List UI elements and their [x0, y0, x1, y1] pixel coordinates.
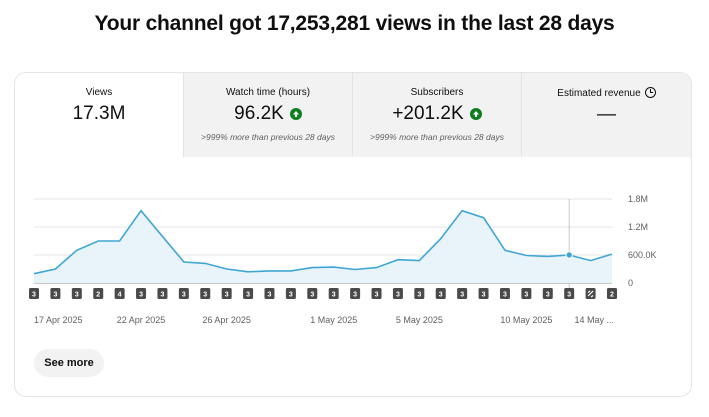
event-marker — [200, 288, 211, 299]
event-marker-count: 3 — [53, 291, 57, 298]
event-marker-count: 3 — [524, 291, 528, 298]
y-tick-label: 0 — [628, 278, 633, 288]
event-marker-count: 3 — [353, 291, 357, 298]
views-chart: 0 600.0K 1.2M 1.8M 3 3 3 2 4 3 3 3 3 3 3 3 3 3 3 3 3 3 3 3 3 3 3 3 3… — [29, 194, 657, 325]
tab-subscribers[interactable]: Subscribers +201.2K >999% more than prev… — [353, 73, 522, 157]
event-marker — [93, 288, 104, 299]
event-marker-count: 3 — [439, 291, 443, 298]
x-tick-label: 22 Apr 2025 — [117, 315, 166, 325]
event-marker-count: 3 — [160, 291, 164, 298]
metric-tabs: Views 17.3M Watch time (hours) 96.2K >99… — [15, 73, 691, 157]
event-marker-count: 3 — [567, 291, 571, 298]
area-fill — [34, 210, 612, 283]
x-tick-label: 1 May 2025 — [310, 315, 357, 325]
event-marker — [414, 288, 425, 299]
event-marker — [71, 288, 82, 299]
event-marker — [457, 288, 468, 299]
event-marker-count: 3 — [460, 291, 464, 298]
event-marker-count: 3 — [75, 291, 79, 298]
event-marker — [564, 288, 575, 299]
page-title: Your channel got 17,253,281 views in the… — [94, 12, 615, 35]
event-marker — [114, 288, 125, 299]
event-marker-count: 3 — [310, 291, 314, 298]
event-marker-count: 4 — [118, 291, 122, 298]
tab-value: +201.2K — [392, 103, 464, 124]
event-marker — [307, 288, 318, 299]
sync-icon — [587, 290, 594, 298]
event-marker — [178, 288, 189, 299]
event-marker — [328, 288, 339, 299]
arrow-up-icon — [469, 108, 482, 120]
tab-watch-time[interactable]: Watch time (hours) 96.2K >999% more than… — [184, 73, 353, 157]
event-marker-count: 3 — [246, 291, 250, 298]
event-marker-count: 3 — [375, 291, 379, 298]
tab-label: Views — [85, 87, 113, 98]
event-marker-count: 3 — [546, 291, 550, 298]
event-marker — [607, 288, 617, 299]
data-point — [565, 251, 573, 259]
event-marker-count: 3 — [289, 291, 293, 298]
event-marker — [243, 288, 254, 299]
event-marker-count: 3 — [482, 291, 486, 298]
analytics-card: Views 17.3M Watch time (hours) 96.2K >99… — [14, 72, 692, 397]
y-tick-label: 1.2M — [628, 222, 648, 232]
event-marker-count: 2 — [610, 291, 614, 298]
event-marker-count: 3 — [396, 291, 400, 298]
event-marker-count: 2 — [96, 291, 100, 298]
event-marker-count: 3 — [203, 291, 207, 298]
event-marker — [50, 288, 61, 299]
tab-label: Subscribers — [410, 87, 464, 98]
event-marker — [392, 288, 403, 299]
see-more-button[interactable]: See more — [34, 349, 104, 377]
event-marker — [264, 288, 275, 299]
event-marker — [136, 288, 147, 299]
event-marker-count: 3 — [503, 291, 507, 298]
event-marker — [285, 288, 296, 299]
event-marker — [350, 288, 361, 299]
y-tick-label: 600.0K — [628, 250, 657, 260]
tab-value: — — [597, 104, 616, 125]
event-marker — [478, 288, 489, 299]
arrow-up-icon — [289, 108, 302, 120]
event-marker — [542, 288, 553, 299]
y-tick-label: 1.8M — [628, 194, 648, 204]
clock-icon — [644, 87, 656, 98]
event-marker-count: 3 — [139, 291, 143, 298]
x-tick-label: 17 Apr 2025 — [34, 315, 83, 325]
x-tick-label: 5 May 2025 — [396, 315, 443, 325]
tab-label: Watch time (hours) — [225, 87, 311, 98]
series-line — [33, 209, 613, 275]
event-marker-count: 3 — [417, 291, 421, 298]
event-marker — [221, 288, 232, 299]
event-marker — [371, 288, 382, 299]
event-marker — [157, 288, 168, 299]
tab-label: Estimated revenue — [557, 88, 641, 99]
event-marker-count: 3 — [332, 291, 336, 298]
tab-comparison: >999% more than previous 28 days — [370, 132, 504, 142]
event-marker-count: 3 — [268, 291, 272, 298]
event-marker — [435, 288, 446, 299]
event-marker-count: 3 — [225, 291, 229, 298]
event-marker — [521, 288, 532, 299]
event-marker-count: 3 — [182, 291, 186, 298]
event-marker — [499, 288, 510, 299]
tab-value: 17.3M — [72, 103, 126, 124]
x-tick-label: 14 May ... — [574, 315, 614, 325]
x-tick-label: 26 Apr 2025 — [202, 315, 251, 325]
tab-estimated-revenue[interactable]: Estimated revenue — — [522, 73, 691, 157]
tab-value: 96.2K — [234, 103, 284, 124]
event-marker — [29, 288, 39, 299]
tab-views[interactable]: Views 17.3M — [15, 73, 184, 157]
tab-comparison: >999% more than previous 28 days — [201, 132, 335, 142]
event-marker-count: 3 — [32, 291, 36, 298]
x-tick-label: 10 May 2025 — [500, 315, 552, 325]
